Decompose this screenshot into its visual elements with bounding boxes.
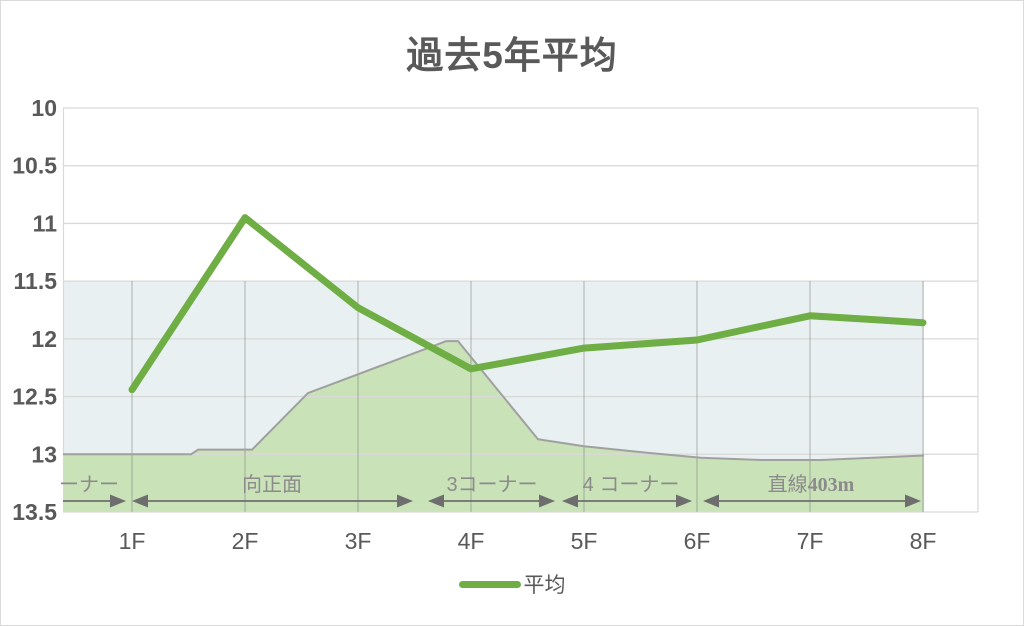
y-tick-label: 12.5 (12, 384, 57, 410)
band-fill (63, 281, 924, 461)
section-arrow-head-left (562, 494, 578, 508)
x-tick-label: 1F (119, 528, 146, 554)
section-label: 4 コーナー (583, 474, 680, 496)
y-tick-label: 13.5 (12, 499, 57, 525)
x-tick-label: 5F (571, 528, 598, 554)
course-sections: ーナー 向正面 3コーナー 4 コーナー 直線403m (59, 473, 921, 508)
course-profile-line (63, 340, 925, 462)
x-tick-label: 3F (345, 528, 372, 554)
y-tick-label: 10 (31, 95, 57, 121)
section-arrow-head-right (905, 494, 921, 508)
section-arrow-head-left (132, 494, 148, 508)
section-arrow-head-right (676, 494, 692, 508)
section-label: 3コーナー (446, 474, 537, 496)
x-tick-label: 4F (458, 528, 485, 554)
x-tick-label: 2F (232, 528, 259, 554)
course-fill (63, 341, 924, 512)
average-line (128, 214, 927, 394)
y-tick-label: 11.5 (14, 268, 58, 294)
x-axis-labels: 1F 2F 3F 4F 5F 6F 7F 8F (119, 528, 937, 554)
x-tick-label: 8F (910, 528, 937, 554)
section-arrow-head-right (539, 494, 555, 508)
legend-line-swatch (458, 580, 521, 588)
y-tick-label: 12 (31, 326, 57, 352)
average-line-series (128, 214, 927, 394)
section-arrow-head-right (110, 494, 126, 508)
chart-title: 過去5年平均 (406, 35, 618, 76)
section-label: 向正面 (242, 473, 302, 496)
section-arrow-head-left (703, 494, 719, 508)
gridlines (62, 107, 979, 513)
section-arrow-head-right (397, 494, 413, 508)
y-axis-labels: 10 10.5 11 11.5 12 12.5 13 13.5 (12, 95, 57, 525)
band-area (63, 281, 924, 461)
y-tick-label: 10.5 (12, 153, 57, 179)
section-label: 直線403m (768, 473, 855, 496)
section-arrow-head-left (428, 494, 444, 508)
legend-series-label: 平均 (523, 574, 566, 597)
x-tick-label: 6F (684, 528, 711, 554)
y-tick-label: 13 (31, 441, 57, 467)
x-tick-label: 7F (797, 528, 824, 554)
legend: 平均 (1, 569, 1023, 599)
section-label: ーナー (59, 474, 119, 496)
course-area (63, 341, 924, 512)
y-tick-label: 11 (33, 210, 58, 236)
course-profile-stroke (63, 340, 925, 462)
